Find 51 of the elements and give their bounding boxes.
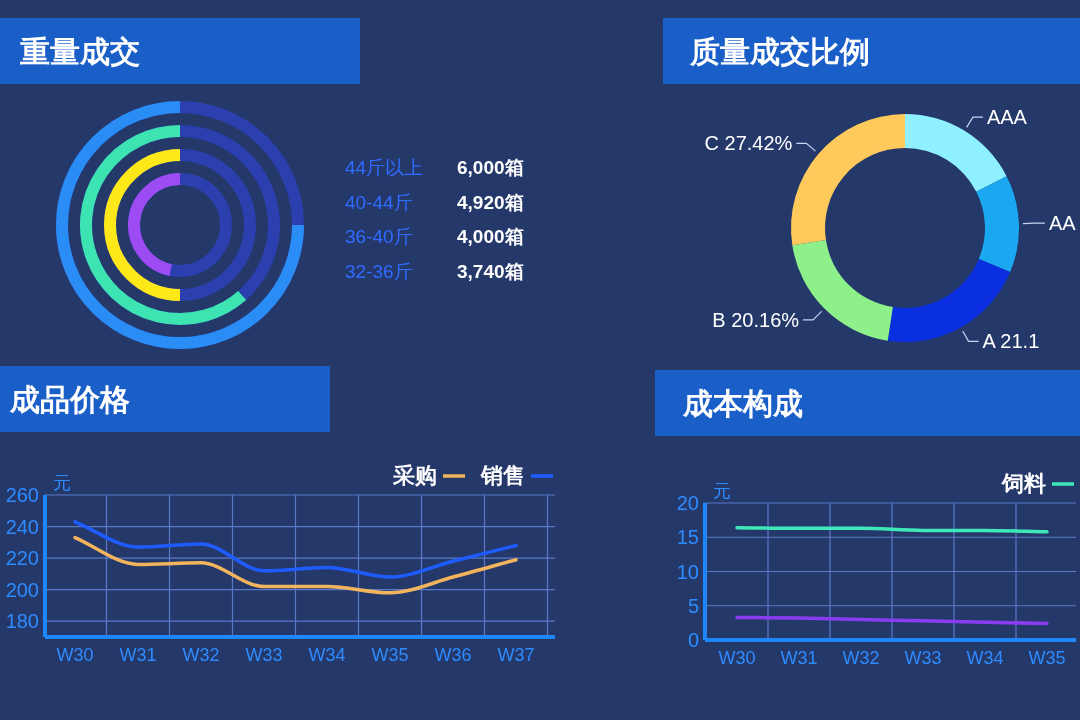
text: 重量成交 bbox=[20, 35, 140, 68]
slice-label: AAA bbox=[986, 106, 1028, 129]
y-tick-label: 220 bbox=[5, 547, 39, 570]
x-tick-label: W30 bbox=[56, 645, 94, 665]
x-tick-label: W31 bbox=[119, 645, 157, 665]
slice-label: AA bbox=[1048, 212, 1077, 235]
data-label: 6,000箱 bbox=[457, 157, 524, 178]
y-axis-title: 元 bbox=[713, 481, 731, 501]
slice-label: B 20.16% bbox=[712, 308, 800, 331]
x-tick-label: W34 bbox=[308, 645, 346, 665]
chart-title: 成本构成 bbox=[682, 387, 803, 420]
line-series bbox=[73, 535, 518, 595]
legend-label: 销售 bbox=[480, 463, 525, 488]
slice-label: A 21.1 bbox=[982, 330, 1040, 353]
x-tick-label: W37 bbox=[497, 645, 535, 665]
y-tick-label: 260 bbox=[5, 484, 39, 506]
legend-label: 饲料 bbox=[1001, 471, 1046, 496]
category-label: 32-36斤 bbox=[345, 260, 413, 282]
donut-slice bbox=[976, 176, 1019, 273]
category-label: 44斤以上 bbox=[345, 157, 424, 178]
y-tick-label: 0 bbox=[687, 629, 699, 651]
x-tick-label: W31 bbox=[780, 648, 818, 668]
y-tick-label: 180 bbox=[5, 610, 39, 633]
x-tick-label: W32 bbox=[842, 648, 880, 668]
chart-title: 成品价格 bbox=[9, 383, 130, 416]
y-axis-title: 元 bbox=[53, 473, 71, 493]
x-tick-label: W30 bbox=[718, 648, 756, 668]
y-tick-label: 15 bbox=[676, 526, 699, 549]
y-tick-label: 20 bbox=[676, 492, 699, 514]
y-tick-label: 5 bbox=[687, 594, 699, 617]
x-tick-label: W32 bbox=[182, 645, 220, 665]
x-tick-label: W33 bbox=[904, 648, 942, 668]
y-tick-label: 10 bbox=[676, 560, 699, 583]
slice-label: C 27.42% bbox=[704, 132, 793, 155]
legend-label: 采购 bbox=[392, 463, 437, 488]
y-tick-label: 240 bbox=[5, 515, 39, 538]
line-series bbox=[73, 520, 518, 579]
data-label: 4,920箱 bbox=[457, 191, 524, 213]
category-label: 40-44斤 bbox=[345, 191, 413, 213]
donut-slice bbox=[791, 114, 905, 246]
y-tick-label: 200 bbox=[5, 578, 39, 601]
data-label: 4,000箱 bbox=[457, 226, 524, 247]
x-tick-label: W35 bbox=[1028, 648, 1066, 668]
x-tick-label: W36 bbox=[434, 645, 472, 665]
x-tick-label: W33 bbox=[245, 645, 283, 665]
category-label: 36-40斤 bbox=[345, 226, 413, 247]
x-tick-label: W35 bbox=[371, 645, 409, 665]
data-label: 3,740箱 bbox=[457, 260, 524, 282]
line-series bbox=[735, 615, 1049, 626]
chart-title: 质量成交比例 bbox=[689, 35, 870, 68]
x-tick-label: W34 bbox=[966, 648, 1004, 668]
